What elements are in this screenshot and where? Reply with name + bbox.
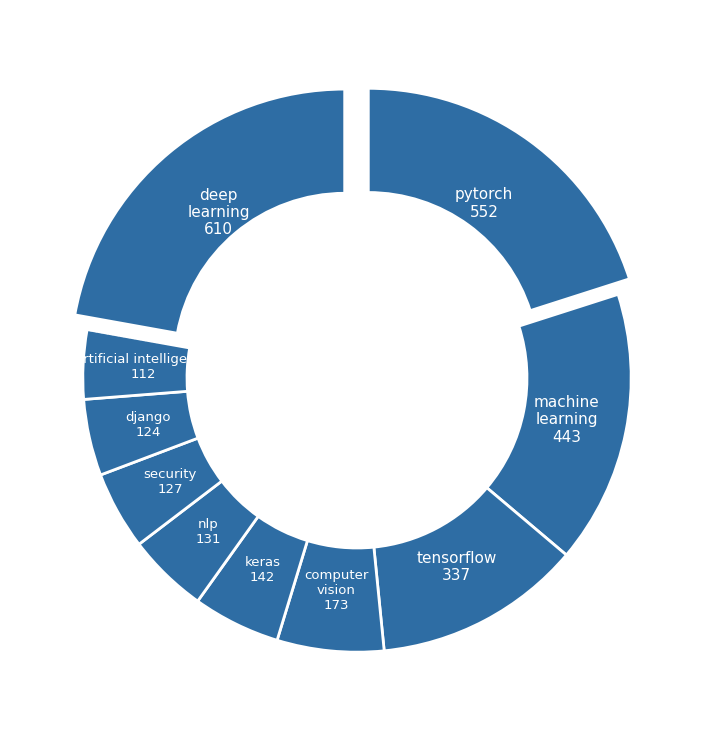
Text: security
127: security 127 bbox=[144, 468, 196, 496]
Text: artificial intelligence
112: artificial intelligence 112 bbox=[75, 353, 211, 381]
Wedge shape bbox=[368, 88, 630, 311]
Wedge shape bbox=[277, 541, 384, 652]
Text: deep
learning
610: deep learning 610 bbox=[187, 187, 250, 237]
Text: computer
vision
173: computer vision 173 bbox=[304, 569, 368, 612]
Text: machine
learning
443: machine learning 443 bbox=[534, 395, 600, 445]
Wedge shape bbox=[198, 516, 308, 640]
Text: keras
142: keras 142 bbox=[244, 556, 281, 584]
Wedge shape bbox=[374, 488, 566, 651]
Wedge shape bbox=[83, 330, 190, 399]
Wedge shape bbox=[101, 438, 222, 544]
Text: pytorch
552: pytorch 552 bbox=[455, 187, 513, 220]
Wedge shape bbox=[487, 294, 631, 555]
Text: nlp
131: nlp 131 bbox=[196, 518, 221, 546]
Text: django
124: django 124 bbox=[126, 411, 171, 438]
Wedge shape bbox=[84, 392, 198, 475]
Text: tensorflow
337: tensorflow 337 bbox=[416, 551, 497, 584]
Wedge shape bbox=[139, 481, 258, 601]
Wedge shape bbox=[75, 89, 345, 333]
